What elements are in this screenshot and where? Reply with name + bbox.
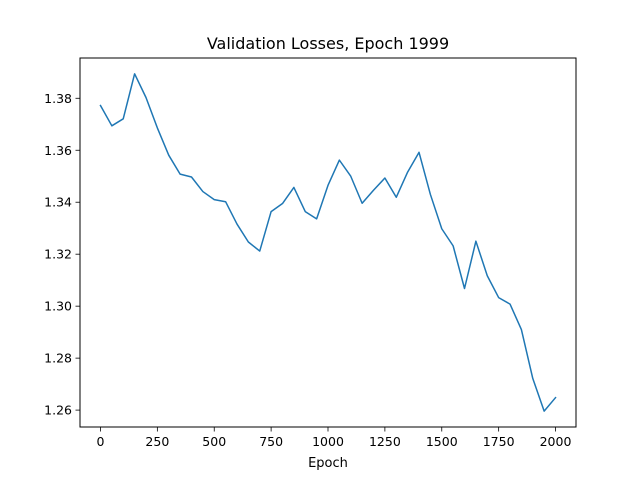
x-tick-label: 750: [259, 434, 283, 449]
y-tick-label: 1.30: [44, 299, 72, 314]
x-axis-label: Epoch: [308, 456, 348, 471]
x-tick-label: 1250: [369, 434, 401, 449]
y-tick-label: 1.36: [44, 143, 72, 158]
series-line-0: [99, 73, 557, 412]
x-tick-label: 250: [145, 434, 169, 449]
y-tick-label: 1.28: [44, 351, 72, 366]
y-tick-label: 1.26: [44, 403, 72, 418]
y-tick-label: 1.38: [44, 91, 72, 106]
x-tick-label: 1500: [426, 434, 458, 449]
x-tick-label: 1000: [312, 434, 344, 449]
x-tick-label: 500: [202, 434, 226, 449]
y-tick-label: 1.34: [44, 195, 72, 210]
x-tick-label: 0: [97, 434, 105, 449]
y-axis: 1.26 1.28 1.30 1.32 1.34 1.36 1.38: [44, 91, 80, 418]
x-tick-label: 1750: [483, 434, 515, 449]
x-tick-label: 2000: [540, 434, 572, 449]
y-tick-label: 1.32: [44, 247, 72, 262]
x-axis: 0 250 500 750 1000 1250 1500 1750 2000: [97, 427, 572, 449]
plot-area: [99, 73, 557, 412]
chart-title: Validation Losses, Epoch 1999: [207, 34, 449, 53]
